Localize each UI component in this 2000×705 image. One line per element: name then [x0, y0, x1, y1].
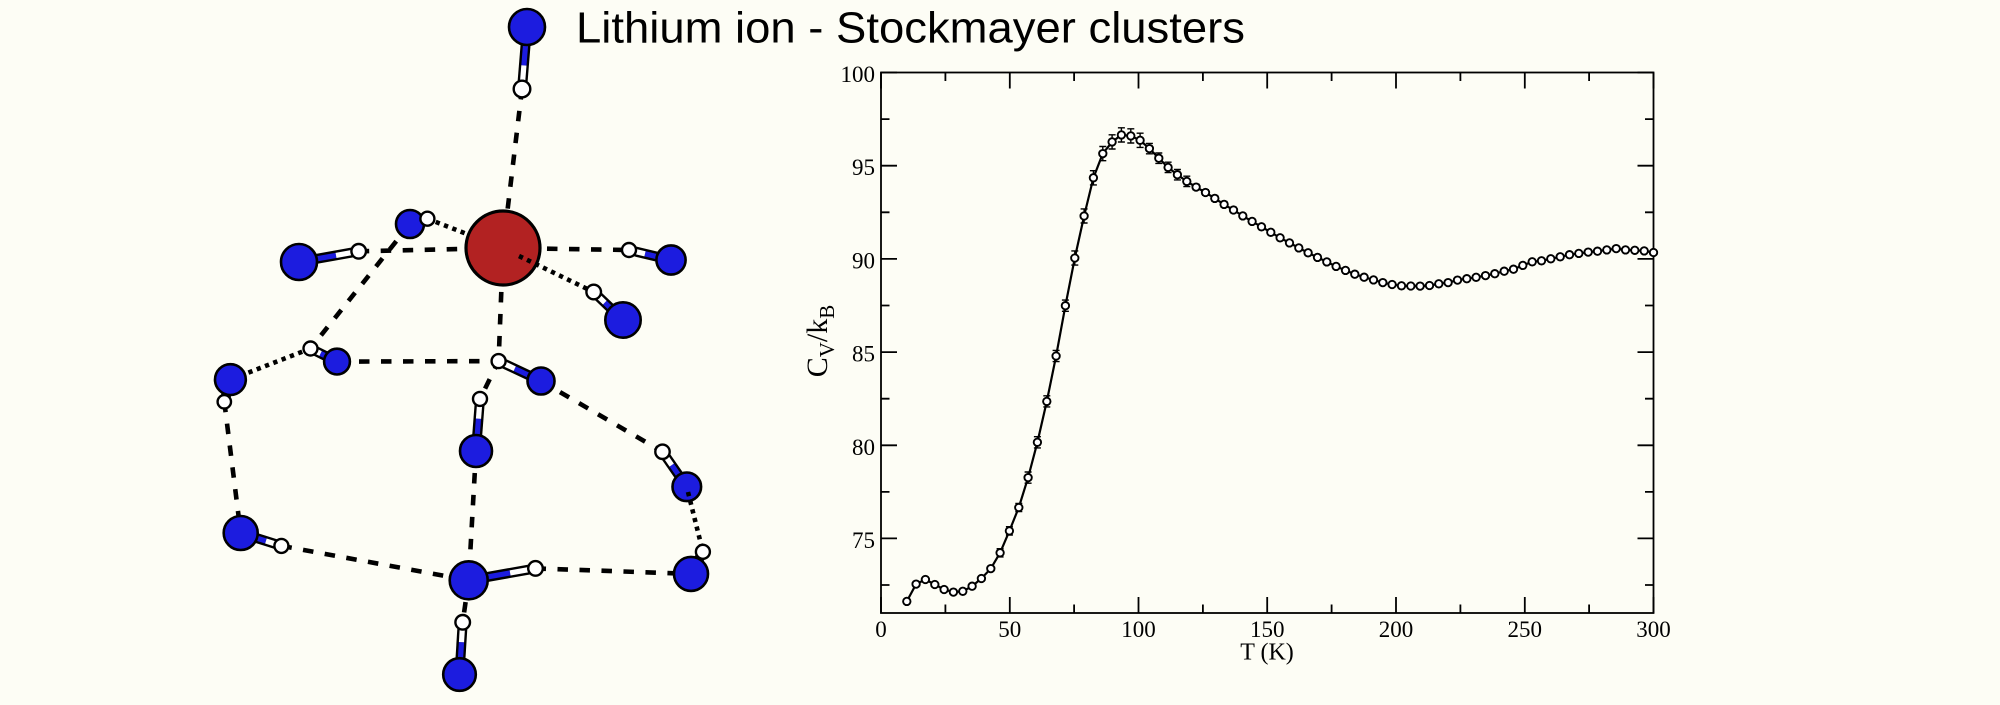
svg-text:200: 200 [1379, 617, 1414, 642]
svg-text:250: 250 [1508, 617, 1543, 642]
svg-text:100: 100 [841, 62, 876, 87]
svg-text:50: 50 [998, 617, 1021, 642]
svg-text:300: 300 [1636, 617, 1671, 642]
svg-text:90: 90 [852, 248, 875, 273]
svg-text:T (K): T (K) [1240, 640, 1294, 666]
svg-text:100: 100 [1121, 617, 1156, 642]
svg-text:75: 75 [852, 528, 875, 553]
svg-text:85: 85 [852, 342, 875, 367]
svg-text:CV/kB: CV/kB [801, 305, 839, 378]
svg-text:80: 80 [852, 435, 875, 460]
svg-text:150: 150 [1250, 617, 1285, 642]
svg-text:95: 95 [852, 155, 875, 180]
svg-text:0: 0 [875, 617, 887, 642]
svg-text:Lithium ion - Stockmayer clust: Lithium ion - Stockmayer clusters [576, 4, 1245, 53]
